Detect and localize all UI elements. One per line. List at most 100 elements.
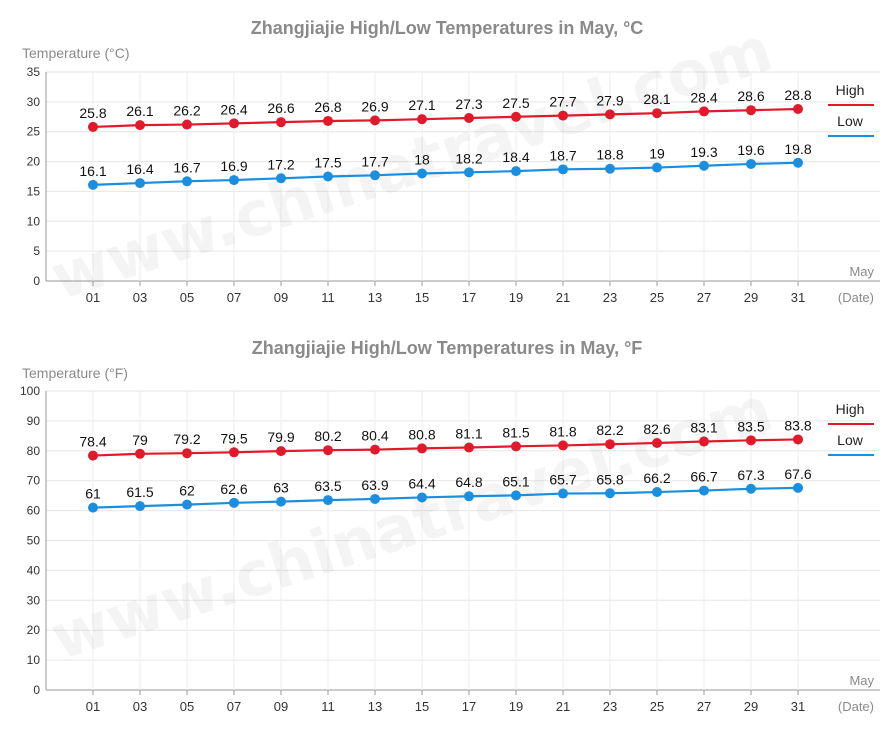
x-tick-label: 23 (603, 290, 617, 305)
data-label-low: 65.7 (549, 472, 576, 488)
data-point-low (652, 162, 662, 173)
x-tick-label: 17 (462, 290, 476, 305)
series-line-high (92, 438, 799, 457)
x-tick-label: 27 (697, 290, 711, 305)
data-point-high (229, 118, 239, 129)
data-label-high: 25.8 (79, 105, 106, 121)
data-label-low: 17.2 (267, 156, 294, 172)
data-point-high (652, 108, 662, 119)
data-label-low: 19 (649, 146, 665, 162)
data-point-high (135, 120, 145, 131)
x-tick-label: 01 (86, 699, 100, 714)
data-label-low: 18.2 (455, 150, 482, 166)
y-tick-label: 60 (27, 504, 41, 518)
data-label-high: 79 (132, 432, 148, 448)
y-tick-label: 35 (27, 65, 41, 79)
data-label-high: 79.9 (267, 429, 294, 445)
fahrenheit-chart-svg: Zhangjiajie High/Low Temperatures in May… (20, 338, 880, 714)
data-label-low: 16.1 (79, 163, 106, 179)
x-tick-label: 29 (744, 290, 758, 305)
data-label-low: 18 (414, 152, 430, 168)
data-label-high: 81.8 (549, 423, 576, 439)
data-label-high: 82.6 (643, 421, 670, 437)
data-point-high (182, 119, 192, 130)
x-tick-label: 27 (697, 699, 711, 714)
data-label-low: 66.7 (690, 469, 717, 485)
data-point-low (276, 173, 286, 184)
data-point-high (558, 110, 568, 121)
data-point-low (652, 487, 662, 498)
x-axis-label-month: May (849, 673, 874, 688)
data-point-low (417, 492, 427, 503)
data-point-low (558, 164, 568, 175)
x-tick-label: 17 (462, 699, 476, 714)
data-point-low (464, 491, 474, 502)
y-tick-label: 100 (20, 384, 40, 398)
data-point-high (746, 105, 756, 116)
data-label-high: 83.1 (690, 420, 717, 436)
series-line-low (92, 486, 799, 509)
data-label-low: 16.9 (220, 158, 247, 174)
data-label-high: 28.8 (784, 87, 811, 103)
data-point-low (699, 160, 709, 171)
y-tick-label: 25 (27, 125, 41, 139)
data-point-high (652, 438, 662, 449)
data-label-low: 63.5 (314, 478, 341, 494)
x-tick-label: 15 (415, 699, 429, 714)
data-label-high: 28.1 (643, 91, 670, 107)
celsius-chart: Zhangjiajie High/Low Temperatures in May… (0, 0, 895, 320)
data-point-high (464, 112, 474, 123)
x-axis-label-month: May (849, 264, 874, 279)
series-line-low (92, 161, 799, 186)
data-point-low (323, 495, 333, 506)
data-point-low (417, 168, 427, 179)
data-label-high: 26.2 (173, 103, 200, 119)
data-point-low (793, 482, 803, 493)
data-point-low (276, 496, 286, 507)
data-label-high: 78.4 (79, 434, 106, 450)
data-point-high (558, 440, 568, 451)
y-axis-label: Temperature (°F) (22, 365, 128, 381)
data-point-low (511, 490, 521, 501)
data-point-high (323, 115, 333, 126)
y-tick-label: 50 (27, 534, 41, 548)
legend-label-low: Low (837, 432, 864, 448)
y-tick-label: 90 (27, 414, 41, 428)
legend-label-high: High (836, 82, 865, 98)
x-tick-label: 07 (227, 290, 241, 305)
data-point-low (229, 175, 239, 186)
data-label-high: 26.9 (361, 98, 388, 114)
data-point-low (182, 176, 192, 187)
data-point-low (370, 170, 380, 181)
x-tick-label: 09 (274, 290, 288, 305)
data-label-low: 62 (179, 483, 195, 499)
data-label-high: 26.1 (126, 103, 153, 119)
data-point-low (135, 178, 145, 189)
y-tick-label: 0 (33, 683, 40, 697)
y-tick-label: 20 (27, 623, 41, 637)
data-point-low (229, 497, 239, 508)
data-point-low (793, 157, 803, 168)
chart-title: Zhangjiajie High/Low Temperatures in May… (251, 18, 644, 38)
data-point-low (464, 167, 474, 178)
data-point-high (793, 434, 803, 445)
data-label-low: 17.5 (314, 155, 341, 171)
data-label-high: 80.2 (314, 428, 341, 444)
x-tick-label: 07 (227, 699, 241, 714)
data-label-low: 18.8 (596, 147, 623, 163)
x-tick-label: 03 (133, 699, 147, 714)
x-tick-label: 15 (415, 290, 429, 305)
data-label-high: 26.6 (267, 100, 294, 116)
data-point-low (746, 483, 756, 494)
data-label-low: 65.1 (502, 473, 529, 489)
chart-title: Zhangjiajie High/Low Temperatures in May… (252, 338, 643, 358)
x-tick-label: 23 (603, 699, 617, 714)
data-label-low: 65.8 (596, 471, 623, 487)
data-point-high (699, 436, 709, 447)
data-point-low (558, 488, 568, 499)
x-tick-label: 19 (509, 290, 523, 305)
data-point-high (276, 117, 286, 128)
data-label-low: 19.6 (737, 142, 764, 158)
data-point-high (276, 446, 286, 457)
data-point-high (370, 444, 380, 455)
